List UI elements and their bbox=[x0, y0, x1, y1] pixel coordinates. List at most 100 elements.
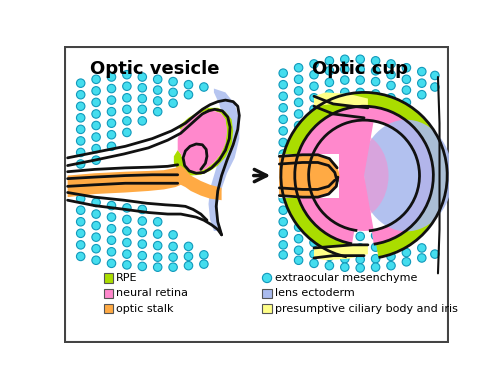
Circle shape bbox=[169, 263, 177, 271]
Circle shape bbox=[76, 194, 85, 203]
Circle shape bbox=[279, 251, 287, 259]
Circle shape bbox=[356, 244, 364, 252]
Circle shape bbox=[122, 128, 131, 137]
Circle shape bbox=[325, 78, 334, 87]
Bar bbox=[262, 289, 272, 298]
Circle shape bbox=[402, 237, 410, 245]
Circle shape bbox=[372, 254, 380, 263]
Circle shape bbox=[294, 75, 303, 84]
Text: Optic cup: Optic cup bbox=[312, 60, 408, 78]
Circle shape bbox=[122, 94, 131, 102]
Text: optic stalk: optic stalk bbox=[116, 304, 173, 314]
Circle shape bbox=[294, 234, 303, 243]
Circle shape bbox=[122, 204, 131, 212]
Circle shape bbox=[418, 67, 426, 76]
Circle shape bbox=[325, 229, 334, 238]
Circle shape bbox=[154, 86, 162, 94]
Circle shape bbox=[200, 83, 208, 91]
Circle shape bbox=[294, 64, 303, 72]
Circle shape bbox=[310, 117, 318, 125]
Text: neural retina: neural retina bbox=[116, 288, 188, 298]
Text: RPE: RPE bbox=[116, 273, 138, 283]
Circle shape bbox=[340, 65, 349, 74]
Circle shape bbox=[372, 243, 380, 251]
Circle shape bbox=[76, 252, 85, 261]
Circle shape bbox=[92, 121, 100, 130]
Circle shape bbox=[92, 110, 100, 118]
Circle shape bbox=[310, 204, 318, 212]
Circle shape bbox=[430, 83, 439, 91]
Circle shape bbox=[76, 241, 85, 249]
Circle shape bbox=[154, 97, 162, 105]
Circle shape bbox=[310, 94, 318, 102]
Text: presumptive ciliary body and iris: presumptive ciliary body and iris bbox=[274, 304, 458, 314]
Circle shape bbox=[356, 232, 364, 241]
Circle shape bbox=[279, 206, 287, 214]
Circle shape bbox=[279, 92, 287, 100]
Circle shape bbox=[169, 77, 177, 86]
Circle shape bbox=[340, 243, 349, 251]
Circle shape bbox=[122, 250, 131, 258]
Circle shape bbox=[340, 100, 349, 108]
Circle shape bbox=[154, 253, 162, 261]
Circle shape bbox=[92, 98, 100, 107]
Circle shape bbox=[169, 99, 177, 107]
Circle shape bbox=[279, 218, 287, 226]
Circle shape bbox=[279, 104, 287, 112]
Circle shape bbox=[387, 241, 395, 249]
Circle shape bbox=[356, 88, 364, 97]
Circle shape bbox=[372, 263, 380, 271]
Circle shape bbox=[294, 256, 303, 264]
Circle shape bbox=[294, 121, 303, 130]
Circle shape bbox=[138, 240, 146, 248]
Circle shape bbox=[340, 111, 349, 120]
Circle shape bbox=[310, 141, 318, 149]
Polygon shape bbox=[314, 92, 368, 108]
Circle shape bbox=[184, 252, 192, 261]
Circle shape bbox=[310, 70, 318, 79]
Circle shape bbox=[92, 144, 100, 153]
Circle shape bbox=[387, 81, 395, 90]
Text: Optic vesicle: Optic vesicle bbox=[90, 60, 220, 78]
Circle shape bbox=[340, 254, 349, 263]
Circle shape bbox=[138, 262, 146, 271]
Circle shape bbox=[387, 261, 395, 270]
Wedge shape bbox=[358, 176, 369, 230]
Circle shape bbox=[138, 217, 146, 225]
Circle shape bbox=[372, 77, 380, 86]
Circle shape bbox=[138, 205, 146, 214]
Circle shape bbox=[387, 60, 395, 68]
Circle shape bbox=[402, 258, 410, 266]
Circle shape bbox=[200, 251, 208, 259]
Circle shape bbox=[138, 117, 146, 125]
Polygon shape bbox=[280, 154, 340, 198]
Bar bbox=[104, 289, 113, 298]
Circle shape bbox=[122, 82, 131, 90]
Circle shape bbox=[108, 107, 116, 116]
Circle shape bbox=[325, 57, 334, 65]
Circle shape bbox=[76, 160, 85, 168]
Circle shape bbox=[122, 105, 131, 114]
Circle shape bbox=[262, 273, 272, 283]
Circle shape bbox=[154, 230, 162, 238]
Circle shape bbox=[184, 80, 192, 89]
Circle shape bbox=[418, 254, 426, 262]
Circle shape bbox=[372, 90, 380, 98]
Circle shape bbox=[138, 94, 146, 103]
Circle shape bbox=[122, 70, 131, 79]
Circle shape bbox=[154, 241, 162, 250]
Bar bbox=[262, 304, 272, 313]
Circle shape bbox=[418, 79, 426, 87]
Circle shape bbox=[340, 263, 349, 271]
Circle shape bbox=[325, 206, 334, 214]
Circle shape bbox=[122, 227, 131, 235]
Circle shape bbox=[122, 117, 131, 125]
Circle shape bbox=[340, 231, 349, 240]
Circle shape bbox=[325, 241, 334, 249]
Ellipse shape bbox=[316, 131, 388, 220]
Wedge shape bbox=[295, 106, 434, 244]
Polygon shape bbox=[314, 245, 368, 260]
Circle shape bbox=[76, 206, 85, 214]
Circle shape bbox=[279, 150, 287, 158]
Circle shape bbox=[340, 219, 349, 228]
